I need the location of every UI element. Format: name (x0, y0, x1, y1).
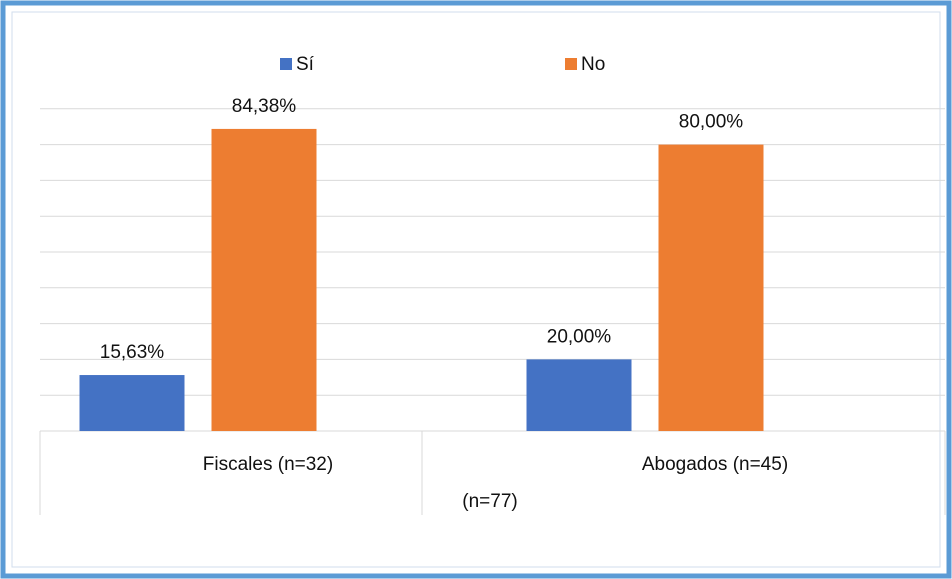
bar (211, 128, 317, 431)
value-label: 15,63% (100, 342, 165, 363)
legend-swatch (280, 58, 292, 70)
bar (658, 144, 764, 431)
value-label: 80,00% (679, 112, 744, 133)
value-label: 20,00% (547, 326, 612, 347)
x-tick-label: Fiscales (n=32) (203, 454, 333, 475)
bar (526, 359, 632, 431)
inner-frame (11, 11, 941, 568)
legend-label: No (581, 54, 605, 75)
bar (79, 375, 185, 431)
value-label: 84,38% (232, 96, 297, 117)
legend-swatch (565, 58, 577, 70)
x-axis-label: (n=77) (462, 491, 517, 512)
legend-label: Sí (296, 54, 315, 75)
x-tick-label: Abogados (n=45) (642, 454, 788, 475)
